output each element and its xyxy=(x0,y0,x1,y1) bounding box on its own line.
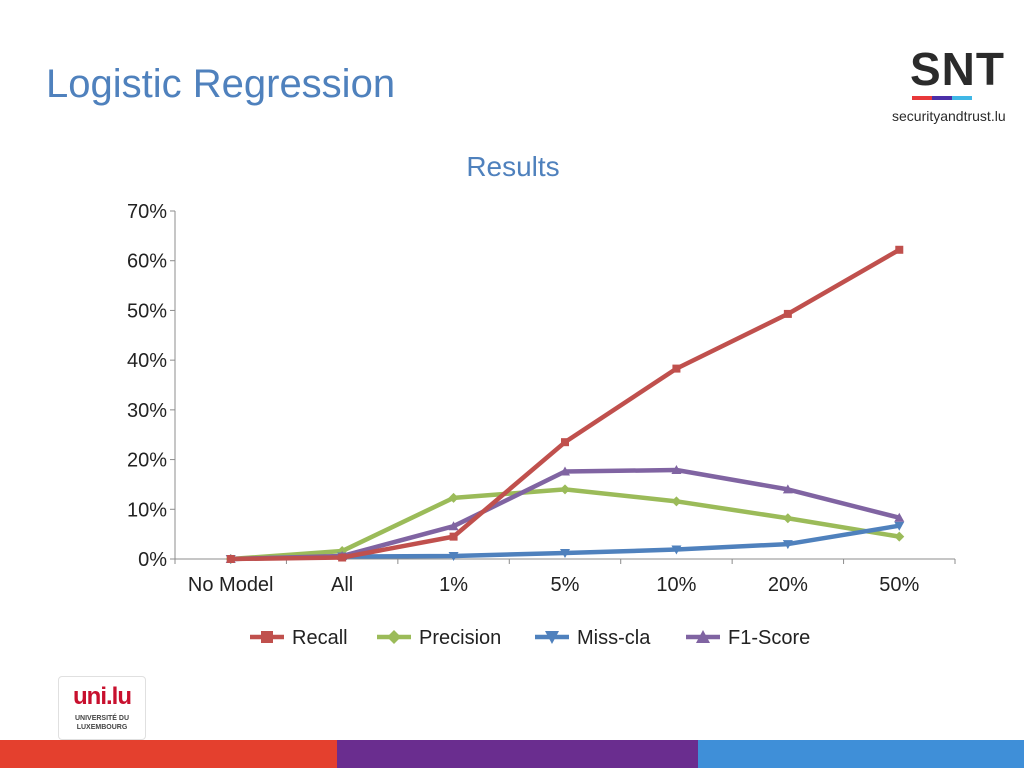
snt-bar-cyan xyxy=(952,96,972,100)
data-point-miss-cla xyxy=(894,521,905,531)
data-point-recall xyxy=(895,245,904,254)
y-tick-label: 60% xyxy=(127,251,167,273)
data-point-f1-score xyxy=(894,512,905,522)
x-tick-label: 5% xyxy=(551,574,580,596)
series-line-precision xyxy=(228,487,902,562)
chart-title: Results xyxy=(466,151,559,182)
legend-label-miss-cla: Miss-cla xyxy=(577,627,651,649)
data-point-f1-score xyxy=(782,484,793,494)
y-tick-label: 20% xyxy=(127,450,167,472)
x-tick-label: 1% xyxy=(439,574,468,596)
uni-logo-mark: uni.lu xyxy=(73,683,132,710)
uni-logo-line1: UNIVERSITÉ DU xyxy=(74,715,130,722)
x-tick-label: 20% xyxy=(768,574,808,596)
series-line-f1-score xyxy=(228,467,902,562)
data-point-miss-cla xyxy=(782,540,793,550)
y-tick-label: 40% xyxy=(127,350,167,372)
data-point-recall xyxy=(783,309,792,318)
legend-marker-recall xyxy=(261,631,273,643)
legend-label-f1-score: F1-Score xyxy=(728,627,810,649)
data-point-recall xyxy=(449,532,458,541)
y-tick-label: 30% xyxy=(127,400,167,422)
snt-bar-purple xyxy=(932,96,952,100)
footer-color-bar xyxy=(0,740,1024,768)
data-point-recall xyxy=(338,553,347,562)
x-tick-label: 50% xyxy=(879,574,919,596)
footer-bar-blue xyxy=(698,740,1024,768)
x-tick-label: No Model xyxy=(188,574,274,596)
legend-label-precision: Precision xyxy=(419,627,501,649)
y-tick-label: 10% xyxy=(127,499,167,521)
legend-marker-precision xyxy=(387,630,401,644)
legend-marker-miss-cla xyxy=(545,631,559,644)
data-point-f1-score xyxy=(560,466,570,476)
y-tick-label: 0% xyxy=(138,549,167,571)
data-point-recall xyxy=(561,438,569,447)
snt-bar-red xyxy=(912,96,932,100)
data-point-recall xyxy=(226,555,235,563)
results-line-chart: Results 0% 10% 20% 30% 40% 50% 60% 70% No Model Al… xyxy=(127,151,956,649)
data-point-precision xyxy=(560,484,570,495)
data-point-miss-cla xyxy=(671,545,682,555)
uni-logo-line2: LUXEMBOURG xyxy=(76,724,128,731)
data-point-f1-score xyxy=(448,521,459,531)
snt-logo-color-bars xyxy=(912,96,972,100)
legend-marker-f1-score xyxy=(696,630,710,643)
data-point-f1-score xyxy=(671,465,682,475)
y-tick-label: 70% xyxy=(127,201,167,223)
footer-bar-red xyxy=(0,740,337,768)
y-tick-label: 50% xyxy=(127,300,167,322)
legend-label-recall: Recall xyxy=(292,627,348,649)
snt-logo-tagline: securityandtrust.lu xyxy=(892,108,1006,124)
data-point-precision xyxy=(671,496,682,507)
footer-bar-purple xyxy=(337,740,698,768)
snt-logo-letters: SNT xyxy=(910,43,1005,95)
data-point-miss-cla xyxy=(560,549,570,559)
series-line-recall xyxy=(228,247,902,562)
data-point-miss-cla xyxy=(448,552,459,562)
data-point-precision xyxy=(448,492,459,503)
data-point-recall xyxy=(672,364,681,373)
slide-title: Logistic Regression xyxy=(46,62,396,106)
snt-logo: SNT securityandtrust.lu xyxy=(888,40,1006,130)
university-logo: uni.lu UNIVERSITÉ DU LUXEMBOURG xyxy=(58,676,146,740)
data-point-precision xyxy=(782,513,793,524)
data-point-precision xyxy=(894,531,905,542)
x-tick-label: 10% xyxy=(656,574,696,596)
x-tick-label: All xyxy=(331,574,353,596)
